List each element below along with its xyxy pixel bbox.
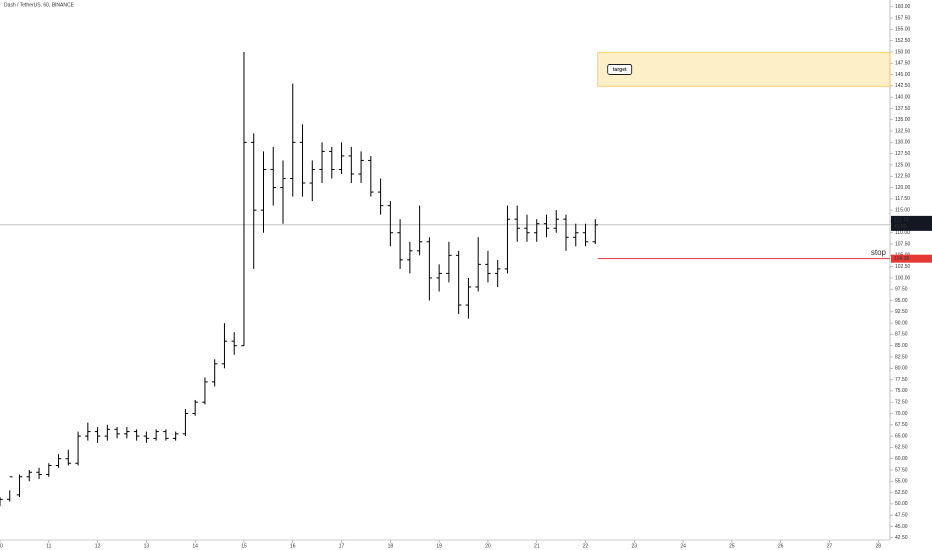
y-tick-label: 142.50 xyxy=(895,83,911,89)
y-tick-label: 102.50 xyxy=(895,264,911,270)
y-tick-label: 60.00 xyxy=(895,456,908,462)
y-tick-label: 97.50 xyxy=(895,287,908,293)
y-tick-label: 155.00 xyxy=(895,27,911,33)
y-tick-label: 62.50 xyxy=(895,445,908,451)
y-tick-label: 45.00 xyxy=(895,524,908,530)
x-tick-label: 10 xyxy=(0,543,3,549)
target-label: target xyxy=(613,67,627,73)
y-tick-label: 107.50 xyxy=(895,241,911,247)
y-tick-label: 57.50 xyxy=(895,467,908,473)
chart-title: Dash / TetherUS, 60, BINANCE xyxy=(4,2,75,8)
target-zone xyxy=(597,52,891,87)
y-tick-label: 95.00 xyxy=(895,298,908,304)
x-tick-label: 15 xyxy=(241,543,247,549)
target-label-box xyxy=(607,64,633,75)
y-tick-label: 90.00 xyxy=(895,320,908,326)
x-tick-label: 21 xyxy=(534,543,540,549)
y-tick-label: 42.50 xyxy=(895,535,908,541)
y-tick-label: 52.50 xyxy=(895,490,908,496)
y-tick-label: 145.00 xyxy=(895,72,911,78)
y-tick-label: 47.50 xyxy=(895,513,908,519)
y-tick-label: 85.00 xyxy=(895,343,908,349)
x-tick-label: 23 xyxy=(632,543,638,549)
y-tick-label: 110.00 xyxy=(895,230,910,236)
x-tick-label: 26 xyxy=(778,543,784,549)
x-tick-label: 14 xyxy=(192,543,198,549)
y-tick-label: 72.50 xyxy=(895,400,908,406)
x-tick-label: 11 xyxy=(46,543,51,549)
y-tick-label: 130.00 xyxy=(895,140,911,146)
y-tick-label: 77.50 xyxy=(895,377,908,383)
x-tick-label: 25 xyxy=(729,543,735,549)
x-tick-label: 24 xyxy=(680,543,686,549)
y-tick-label: 150.00 xyxy=(895,49,911,55)
x-tick-label: 19 xyxy=(436,543,442,549)
y-tick-label: 92.50 xyxy=(895,309,908,315)
y-tick-label: 132.50 xyxy=(895,128,911,134)
x-tick-label: 20 xyxy=(485,543,491,549)
x-tick-label: 28 xyxy=(876,543,882,549)
countdown-label: 41:00 xyxy=(894,224,907,230)
y-tick-label: 55.00 xyxy=(895,479,908,485)
y-tick-label: 50.00 xyxy=(895,501,908,507)
y-tick-label: 67.50 xyxy=(895,422,908,428)
x-tick-label: 12 xyxy=(95,543,101,549)
x-tick-label: 16 xyxy=(290,543,296,549)
x-tick-label: 13 xyxy=(144,543,150,549)
y-tick-label: 82.50 xyxy=(895,354,908,360)
y-tick-label: 160.00 xyxy=(895,4,911,10)
stop-price-box xyxy=(891,254,932,263)
x-tick-label: 17 xyxy=(339,543,345,549)
y-tick-label: 152.50 xyxy=(895,38,911,44)
y-tick-label: 140.00 xyxy=(895,94,911,100)
price-label-box xyxy=(891,215,932,231)
y-tick-label: 147.50 xyxy=(895,61,911,67)
x-tick-label: 27 xyxy=(827,543,833,549)
y-tick-label: 117.50 xyxy=(895,196,910,202)
y-tick-label: 100.00 xyxy=(895,275,911,281)
y-tick-label: 75.00 xyxy=(895,388,908,394)
y-tick-label: 122.50 xyxy=(895,174,911,180)
stop-label: stop xyxy=(871,248,887,257)
price-label: 111.74 xyxy=(894,218,909,224)
x-tick-label: 22 xyxy=(583,543,589,549)
y-tick-label: 70.00 xyxy=(895,411,908,417)
y-tick-label: 115.00 xyxy=(895,207,910,213)
y-tick-label: 127.50 xyxy=(895,151,911,157)
y-tick-label: 87.50 xyxy=(895,332,908,338)
y-tick-label: 157.50 xyxy=(895,15,911,21)
stop-price-label: 104.26 xyxy=(894,256,910,262)
y-tick-label: 120.00 xyxy=(895,185,911,191)
y-tick-label: 125.00 xyxy=(895,162,911,168)
x-tick-label: 18 xyxy=(388,543,394,549)
y-tick-label: 135.00 xyxy=(895,117,911,123)
y-tick-label: 80.00 xyxy=(895,366,908,372)
y-tick-label: 65.00 xyxy=(895,433,908,439)
y-tick-label: 137.50 xyxy=(895,106,911,112)
